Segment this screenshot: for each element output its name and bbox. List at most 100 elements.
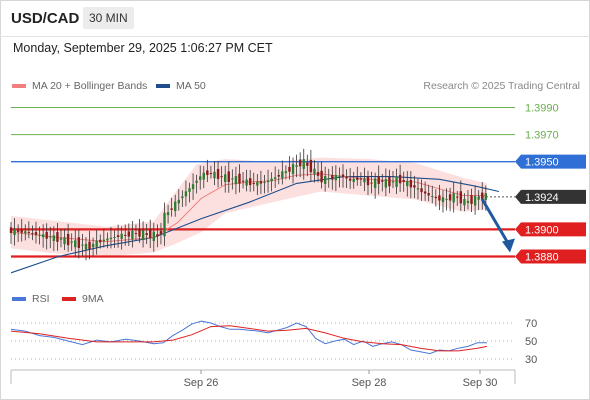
candle-body — [152, 231, 155, 242]
candle-body — [199, 176, 202, 180]
candle-body — [106, 238, 109, 241]
candle-body — [441, 197, 445, 203]
candle-body — [345, 176, 348, 179]
candle-body — [166, 212, 170, 216]
candle-body — [316, 172, 320, 176]
candle-body — [45, 231, 48, 239]
forecast-arrow-head — [502, 238, 515, 253]
candle-body — [438, 195, 441, 201]
candle-body — [302, 159, 305, 169]
candle-body — [320, 170, 323, 183]
candle-body — [388, 176, 391, 187]
candle-body — [409, 179, 413, 188]
candle-body — [99, 239, 102, 243]
level-tag-1.3880 — [515, 249, 586, 264]
candle-body — [463, 199, 466, 206]
candle-body — [391, 181, 395, 183]
level-tag-1.3900 — [515, 222, 586, 237]
candle-body — [27, 231, 31, 233]
candle-body — [149, 229, 152, 238]
candle-body — [363, 178, 366, 183]
legend-ma50: MA 50 — [156, 80, 206, 92]
level-label-1.3924: 1.3924 — [525, 192, 559, 204]
symbol-title: USD/CAD — [11, 10, 80, 27]
candle-body — [13, 228, 16, 235]
ma9-line — [10, 325, 488, 352]
candle-body — [281, 171, 284, 179]
candle-body — [277, 174, 280, 177]
candle-body — [366, 176, 370, 186]
rsi-swatch — [12, 297, 26, 301]
candle-body — [227, 171, 230, 182]
candle-body — [163, 212, 166, 237]
candle-body — [331, 174, 334, 180]
legend-ma9: 9MA — [62, 293, 104, 305]
ma9-swatch — [62, 297, 76, 301]
candle-body — [127, 231, 131, 237]
x-tick-label: Sep 28 — [352, 377, 387, 389]
candle-body — [191, 184, 195, 190]
candle-body — [231, 178, 234, 180]
candle-body — [156, 234, 159, 237]
research-credit: Research © 2025 Trading Central — [423, 80, 580, 92]
timeframe-badge[interactable]: 30 MIN — [83, 7, 134, 29]
candle-body — [470, 195, 473, 204]
candle-body — [120, 233, 123, 239]
candle-body — [481, 192, 484, 200]
candle-body — [452, 193, 455, 203]
rsi-tick-50: 50 — [525, 336, 537, 348]
candle-body — [134, 233, 138, 235]
candle-body — [341, 174, 345, 178]
candle-body — [24, 231, 27, 234]
candle-body — [131, 231, 134, 240]
candle-body — [359, 178, 363, 180]
candle-body — [181, 196, 184, 199]
candle-body — [174, 201, 177, 212]
candle-body — [206, 170, 209, 175]
candle-body — [306, 162, 309, 166]
candle-body — [466, 200, 470, 203]
rsi-tick-30: 30 — [525, 354, 537, 366]
candle-body — [145, 233, 148, 236]
candle-body — [84, 243, 88, 250]
candle-body — [406, 180, 409, 187]
candle-body — [413, 185, 416, 188]
ma9-label: 9MA — [82, 293, 104, 305]
candle-body — [159, 231, 163, 234]
candle-body — [352, 178, 355, 183]
candle-body — [291, 164, 295, 175]
candle-body — [9, 227, 13, 234]
chart-header: USD/CAD 30 MIN — [0, 0, 590, 37]
x-tick-label: Sep 30 — [463, 377, 498, 389]
level-label-1.3990: 1.3990 — [525, 103, 559, 115]
candle-body — [184, 191, 188, 197]
candle-body — [109, 237, 113, 240]
rsi-tick-70: 70 — [525, 318, 537, 330]
candle-body — [284, 171, 288, 173]
candle-body — [298, 159, 302, 167]
candle-body — [34, 232, 38, 235]
candle-body — [241, 180, 245, 182]
candle-body — [252, 182, 255, 184]
ma20-swatch — [12, 84, 26, 88]
candle-body — [338, 175, 341, 177]
candle-body — [295, 165, 298, 167]
candle-body — [63, 237, 66, 245]
legend-ma20: MA 20 + Bollinger Bands — [12, 80, 147, 92]
level-label-1.3970: 1.3970 — [525, 130, 559, 142]
candle-body — [288, 166, 291, 172]
ma50-label: MA 50 — [176, 80, 206, 92]
candle-body — [188, 188, 191, 192]
candle-body — [220, 176, 223, 178]
candle-body — [448, 194, 452, 201]
legend-rsi: RSI — [12, 293, 50, 305]
candle-body — [263, 181, 266, 183]
candle-body — [238, 173, 241, 184]
candle-body — [266, 180, 270, 183]
candle-body — [177, 199, 180, 204]
candle-body — [309, 160, 313, 173]
rsi-line — [10, 320, 487, 355]
candle-body — [370, 182, 373, 184]
candle-body — [66, 233, 70, 246]
